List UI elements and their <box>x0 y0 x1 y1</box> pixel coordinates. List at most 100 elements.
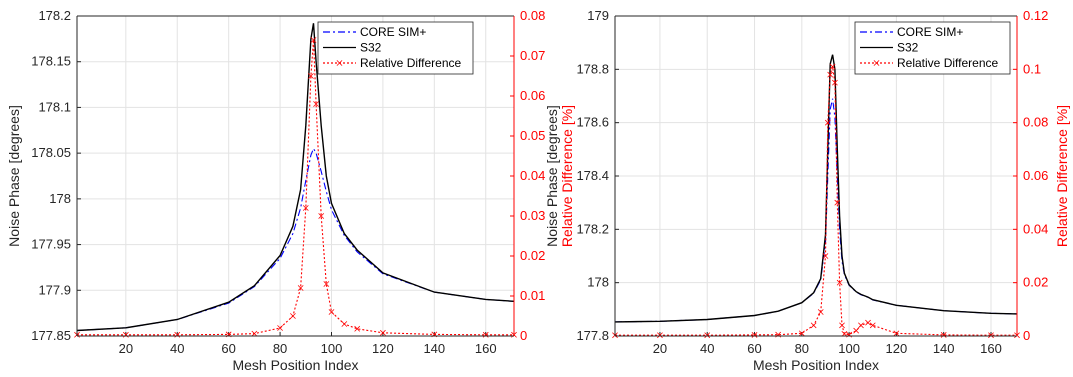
x-tick-label: 120 <box>886 341 908 356</box>
x-tick-label: 160 <box>475 341 497 356</box>
data-point-marker <box>817 309 824 315</box>
data-point-marker <box>751 332 758 338</box>
y2-tick-label: 0 <box>1023 328 1030 343</box>
legend-label: CORE SIM+ <box>360 25 426 39</box>
data-point-marker <box>858 322 864 329</box>
y-axis-label: Noise Phase [degrees] <box>6 105 22 247</box>
legend-marker <box>873 60 880 66</box>
data-point-marker <box>277 325 283 331</box>
y2-tick-label: 0.07 <box>520 48 545 63</box>
y2-tick-label: 0.08 <box>520 8 545 23</box>
y-tick-label: 178.1 <box>38 99 71 114</box>
series-line-s32 <box>76 23 515 332</box>
y2-tick-label: 0.06 <box>1023 168 1048 183</box>
y2-tick-label: 0.06 <box>520 88 545 103</box>
y2-tick-label: 0 <box>520 328 527 343</box>
x-tick-label: 140 <box>933 341 955 356</box>
x-tick-label: 80 <box>273 341 287 356</box>
data-point-marker <box>354 325 361 332</box>
y2-tick-label: 0.01 <box>520 288 545 303</box>
y-tick-label: 178.6 <box>576 115 609 130</box>
data-point-marker <box>482 331 489 338</box>
data-point-marker <box>839 322 845 329</box>
data-point-marker <box>893 330 900 337</box>
x-tick-label: 140 <box>423 341 445 356</box>
y-axis-label: Noise Phase [degrees] <box>544 105 560 247</box>
y-tick-label: 178.2 <box>576 221 609 236</box>
legend-label: Relative Difference <box>360 56 461 70</box>
legend-label: S32 <box>897 41 919 55</box>
data-point-marker <box>323 281 330 287</box>
data-point-marker <box>251 330 258 337</box>
data-point-marker <box>704 332 711 339</box>
legend-label: CORE SIM+ <box>897 25 963 39</box>
y-tick-label: 177.9 <box>38 282 71 297</box>
y-tick-label: 178 <box>587 275 609 290</box>
series-line-s32 <box>614 54 1018 323</box>
y-tick-label: 178 <box>49 191 71 206</box>
data-point-marker <box>824 119 831 126</box>
data-point-marker <box>865 319 871 326</box>
y2-tick-label: 0.02 <box>520 248 545 263</box>
y-tick-label: 177.85 <box>31 328 71 343</box>
x-axis-label: Mesh Position Index <box>753 357 879 373</box>
data-point-marker <box>822 253 829 259</box>
x-tick-label: 60 <box>221 341 235 356</box>
chart-2: 20 40 60 80 100 120 140 160 177.8 178 178.2 178.4 17… <box>544 8 1070 373</box>
y2-tick-label: 0.08 <box>1023 115 1048 130</box>
data-point-marker <box>313 101 319 107</box>
data-point-marker <box>834 199 841 206</box>
y2-tick-label: 0.03 <box>520 208 545 223</box>
data-point-marker <box>380 329 386 336</box>
y2-axis-label: Relative Difference [%] <box>559 105 575 247</box>
y2-axis-label: Relative Difference [%] <box>1054 105 1070 247</box>
series-line-core-sim- <box>76 147 515 332</box>
data-point-marker <box>174 331 181 338</box>
series-line-relative-difference <box>77 39 514 336</box>
x-tick-label: 20 <box>653 341 667 356</box>
x-axis-label: Mesh Position Index <box>232 357 358 373</box>
y2-tick-label: 0.1 <box>1023 61 1041 76</box>
x-tick-label: 160 <box>980 341 1002 356</box>
data-point-marker <box>328 309 335 315</box>
y-tick-label: 177.95 <box>31 237 71 252</box>
data-point-marker <box>827 71 834 78</box>
data-point-marker <box>829 63 836 70</box>
data-point-marker <box>341 321 348 327</box>
y-tick-label: 178.05 <box>31 145 71 160</box>
data-point-marker <box>869 322 876 329</box>
y2-tick-label: 0.04 <box>1023 221 1048 236</box>
y2-tick-label: 0.04 <box>520 168 545 183</box>
data-point-marker <box>302 205 309 211</box>
x-tick-label: 100 <box>321 341 343 356</box>
data-point-marker <box>308 73 314 79</box>
y-tick-label: 177.8 <box>576 328 609 343</box>
legend-marker <box>336 60 343 66</box>
y-tick-label: 178.8 <box>576 61 609 76</box>
data-point-marker <box>940 332 947 338</box>
data-point-marker <box>310 37 317 43</box>
x-tick-label: 120 <box>372 341 394 356</box>
data-point-marker <box>318 213 325 219</box>
data-point-marker <box>290 313 296 319</box>
y-tick-label: 178.15 <box>31 54 71 69</box>
data-point-marker <box>832 79 838 86</box>
data-point-marker <box>810 322 817 329</box>
y2-tick-label: 0.05 <box>520 128 545 143</box>
chart-1: 20 40 60 80 100 120 140 160 177.85 177.9 177.95 178… <box>6 8 575 373</box>
data-point-marker <box>798 330 805 337</box>
data-point-marker <box>657 332 663 339</box>
x-tick-label: 40 <box>700 341 714 356</box>
x-tick-label: 60 <box>747 341 761 356</box>
x-tick-label: 40 <box>170 341 184 356</box>
data-point-marker <box>836 279 843 286</box>
x-tick-label: 20 <box>119 341 133 356</box>
legend-label: Relative Difference <box>897 56 998 70</box>
data-point-marker <box>122 331 129 338</box>
data-point-marker <box>297 285 304 291</box>
data-point-marker <box>988 332 994 339</box>
data-point-marker <box>853 327 860 334</box>
